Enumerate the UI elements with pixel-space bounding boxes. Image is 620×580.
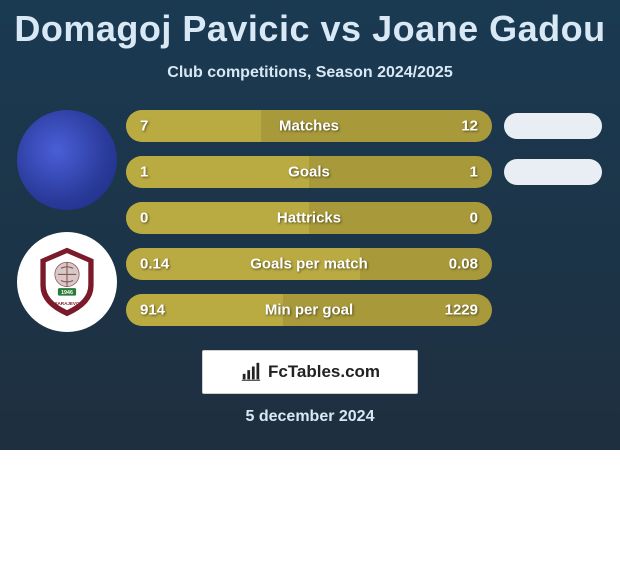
svg-text:1946: 1946 — [61, 290, 73, 296]
chart-icon — [240, 361, 262, 383]
stat-bar: 1 Goals 1 — [126, 156, 492, 188]
stat-label: Min per goal — [265, 302, 353, 319]
stat-left-value: 0.14 — [140, 256, 169, 273]
stat-row: 0 Hattricks 0 — [126, 202, 602, 234]
brand-badge[interactable]: FcTables.com — [202, 350, 418, 394]
avatars-column: 1946 SARAJEVO — [8, 110, 126, 332]
stat-row: 914 Min per goal 1229 — [126, 294, 602, 326]
subtitle: Club competitions, Season 2024/2025 — [0, 64, 620, 82]
stat-row: 7 Matches 12 — [126, 110, 602, 142]
stat-label: Goals — [288, 164, 330, 181]
comparison-card: Domagoj Pavicic vs Joane Gadou Club comp… — [0, 0, 620, 450]
stat-bar: 7 Matches 12 — [126, 110, 492, 142]
stat-right-value: 0 — [470, 210, 478, 227]
footer-date: 5 december 2024 — [0, 408, 620, 426]
stat-right-value: 1229 — [445, 302, 478, 319]
stat-bar: 914 Min per goal 1229 — [126, 294, 492, 326]
stat-right-value: 12 — [461, 118, 478, 135]
content-area: 1946 SARAJEVO 7 Matches 12 1 Goals 1 0 Hattrick… — [0, 110, 620, 332]
stat-right-value: 1 — [470, 164, 478, 181]
stat-row: 1 Goals 1 — [126, 156, 602, 188]
stat-bar: 0 Hattricks 0 — [126, 202, 492, 234]
stat-bar: 0.14 Goals per match 0.08 — [126, 248, 492, 280]
stat-bar-fill — [126, 156, 309, 188]
brand-text: FcTables.com — [268, 362, 380, 382]
stat-label: Matches — [279, 118, 339, 135]
stat-label: Goals per match — [250, 256, 368, 273]
stat-left-value: 1 — [140, 164, 148, 181]
stat-pill — [504, 113, 602, 139]
player1-name: Domagoj Pavicic — [14, 8, 310, 49]
stat-pill — [504, 159, 602, 185]
player1-avatar — [17, 110, 117, 210]
stat-label: Hattricks — [277, 210, 341, 227]
vs-text: vs — [321, 8, 362, 49]
stat-row: 0.14 Goals per match 0.08 — [126, 248, 602, 280]
stat-left-value: 0 — [140, 210, 148, 227]
stat-left-value: 7 — [140, 118, 148, 135]
player2-name: Joane Gadou — [372, 8, 606, 49]
page-title: Domagoj Pavicic vs Joane Gadou — [0, 0, 620, 50]
svg-text:SARAJEVO: SARAJEVO — [54, 301, 79, 306]
stat-left-value: 914 — [140, 302, 165, 319]
player2-avatar: 1946 SARAJEVO — [17, 232, 117, 332]
stats-bars: 7 Matches 12 1 Goals 1 0 Hattricks 0 0.14 Goals pe… — [126, 110, 612, 332]
club-crest-icon: 1946 SARAJEVO — [29, 244, 105, 320]
stat-right-value: 0.08 — [449, 256, 478, 273]
